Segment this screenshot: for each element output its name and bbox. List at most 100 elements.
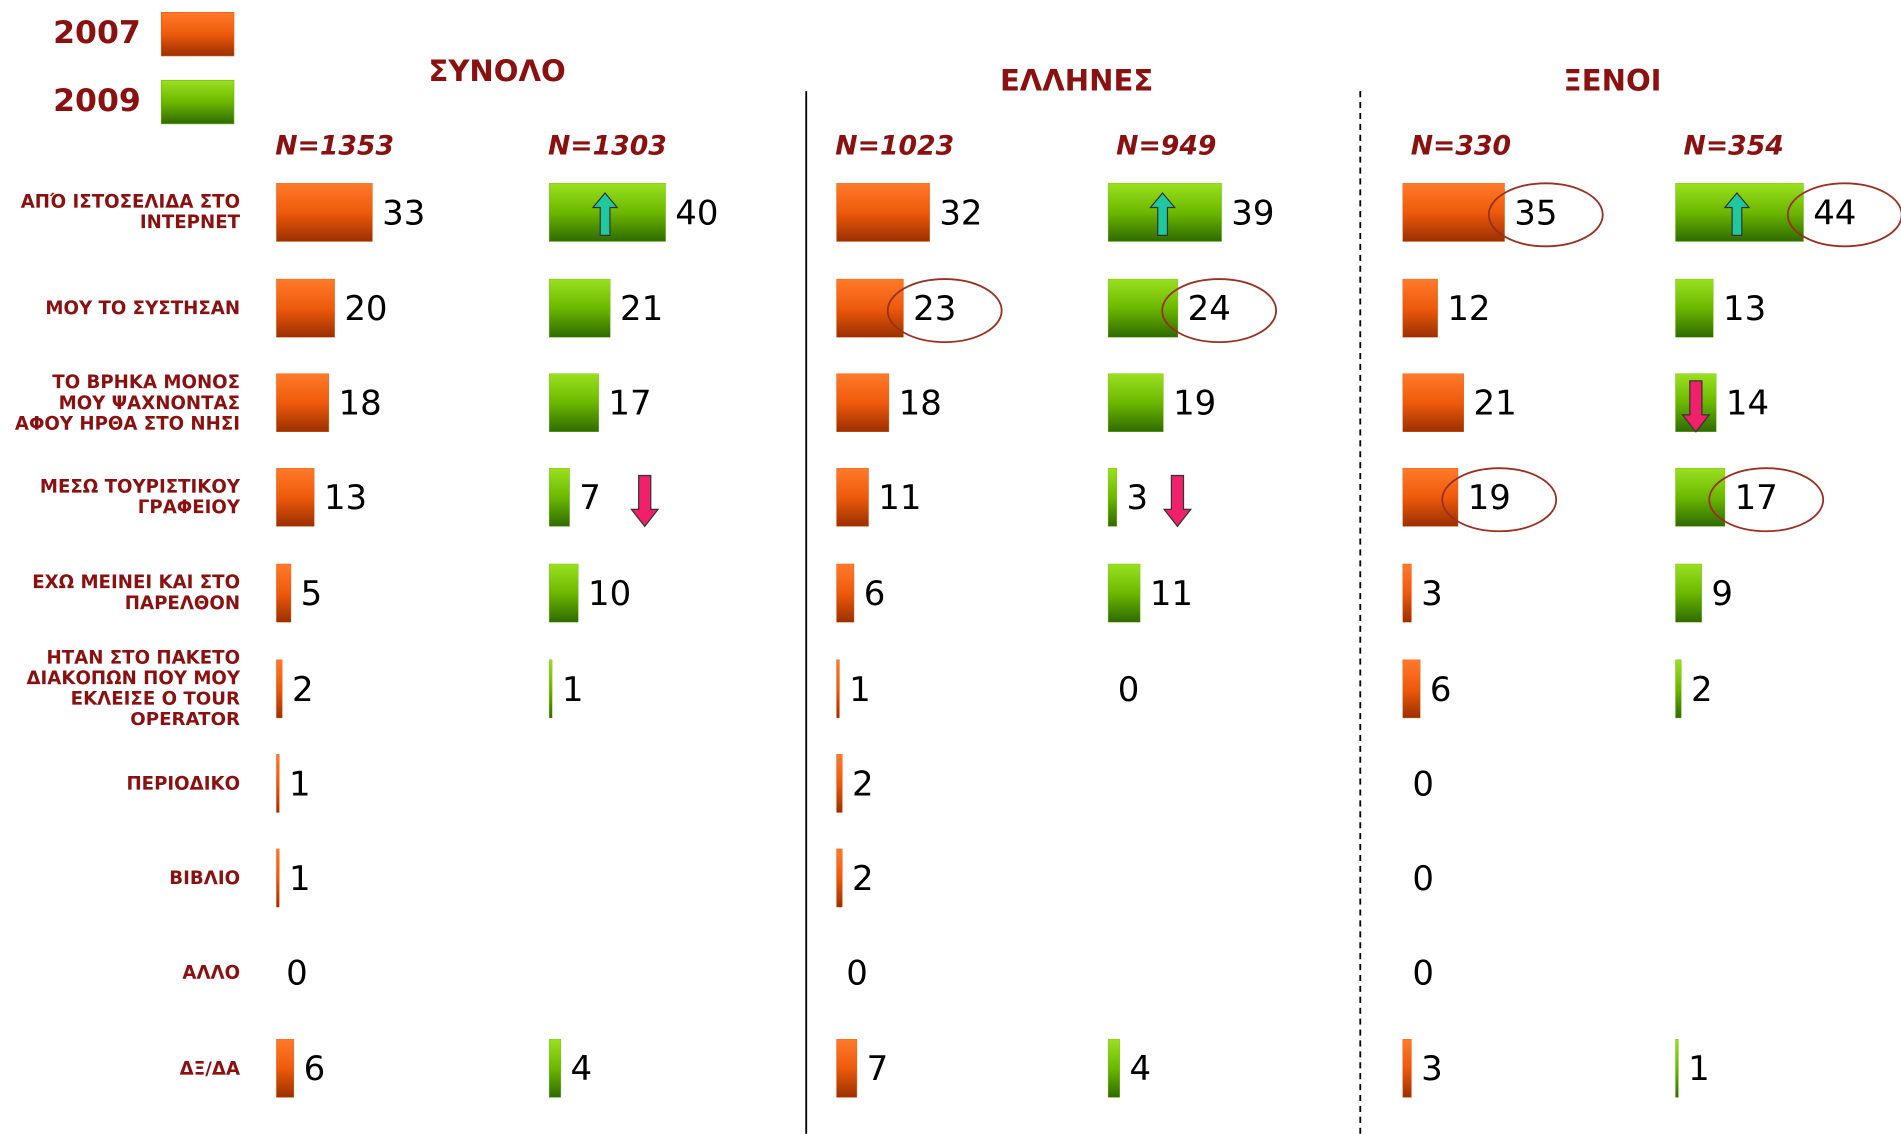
value-label: 21	[1474, 384, 1517, 424]
bar	[276, 1039, 295, 1098]
value-label: 1	[289, 859, 311, 899]
bar	[549, 468, 570, 527]
group-title: ΕΛΛΗΝΕΣ	[1000, 64, 1153, 98]
category-text: ΑΠΌ ΙΣΤΟΣΕΛΙΔΑ ΣΤΟ ΙΝΤΕΡΝΕΤ	[20, 190, 241, 233]
category-label: ΒΙΒΛΙΟ	[169, 866, 241, 889]
bar	[836, 1039, 858, 1098]
bar	[1107, 373, 1164, 433]
value-label: 17	[1735, 478, 1778, 518]
bar	[276, 468, 315, 527]
value-label: 17	[608, 384, 651, 424]
category-label: ΕΧΩ ΜΕΙΝΕΙ ΚΑΙ ΣΤΟ ΠΑΡΕΛΘΟΝ	[32, 572, 240, 613]
value-label: 0	[1412, 859, 1434, 899]
bar	[1675, 278, 1714, 338]
series-name: N=1023	[835, 130, 954, 161]
bar	[276, 278, 335, 338]
value-label: 4	[1129, 1049, 1151, 1089]
category-text: ΠΕΡΙΟΔΙΚΟ	[126, 771, 241, 794]
bar	[1107, 563, 1141, 623]
highlight-circle	[1786, 182, 1901, 248]
value-label: 11	[1150, 574, 1193, 614]
category-label: ΑΛΛΟ	[182, 962, 240, 983]
group-title: ΞΕΝΟΙ	[1563, 64, 1661, 98]
value-label: 21	[620, 289, 663, 329]
value-label: 13	[1723, 289, 1766, 329]
value-label: 20	[344, 289, 387, 329]
bar	[1107, 1039, 1120, 1098]
bar	[1402, 183, 1505, 242]
bar	[1107, 278, 1179, 338]
value-label: 6	[864, 574, 886, 614]
series-name: N=330	[1411, 130, 1511, 161]
value-label: 35	[1514, 193, 1557, 233]
value-label: 3	[1421, 574, 1443, 614]
category-label: ΑΠΌ ΙΣΤΟΣΕΛΙΔΑ ΣΤΟ ΙΝΤΕΡΝΕΤ	[20, 190, 241, 233]
value-label: 19	[1468, 478, 1511, 518]
category-label: ΜΕΣΩ ΤΟΥΡΙΣΤΙΚΟΥ ΓΡΑΦΕΙΟΥ	[40, 476, 240, 517]
value-label: 0	[1412, 764, 1434, 804]
value-label: 2	[292, 670, 314, 710]
value-label: 40	[675, 193, 718, 233]
bar	[1402, 468, 1459, 527]
value-label: 9	[1711, 574, 1733, 614]
value-label: 3	[1127, 478, 1149, 518]
bar	[1675, 468, 1726, 527]
bar	[836, 278, 904, 338]
legend-swatch	[160, 12, 235, 57]
value-label: 39	[1231, 193, 1274, 233]
category-label: ΜΟΥ ΤΟ ΣΥΣΤΗΣΑΝ	[45, 296, 241, 319]
bar	[836, 468, 869, 527]
value-label: 2	[852, 859, 874, 899]
bar	[276, 848, 280, 908]
arrow-up	[1149, 192, 1176, 237]
highlight-circle	[886, 278, 1003, 344]
bar	[1675, 563, 1702, 623]
bar	[276, 183, 373, 242]
value-label: 23	[913, 289, 956, 329]
value-label: 18	[338, 384, 381, 424]
bar	[1402, 278, 1438, 338]
value-label: 2	[852, 764, 874, 804]
category-text: ΒΙΒΛΙΟ	[169, 866, 241, 889]
value-label: 32	[939, 193, 982, 233]
bar	[1675, 1039, 1679, 1098]
arrow-down	[1162, 474, 1193, 528]
category-text: ΗΤΑΝ ΣΤΟ ΠΑΚΕΤΟ ΔΙΑΚΟΠΩΝ ΠΟΥ ΜΟΥ ΕΚΛΕΙΣΕ…	[26, 646, 241, 731]
value-label: 6	[1430, 670, 1452, 710]
bar	[836, 754, 843, 813]
value-label: 1	[1688, 1049, 1710, 1089]
bar	[836, 848, 843, 908]
value-label: 11	[878, 478, 921, 518]
series-name: N=949	[1116, 130, 1216, 161]
value-label: 24	[1188, 289, 1231, 329]
series-name: N=1303	[548, 130, 667, 161]
arrow-up	[591, 192, 619, 237]
bar	[1402, 373, 1465, 433]
category-text: ΜΟΥ ΤΟ ΣΥΣΤΗΣΑΝ	[45, 296, 241, 319]
value-label: 14	[1726, 384, 1769, 424]
value-label: 1	[849, 670, 871, 710]
bar	[549, 563, 579, 623]
value-label: 44	[1813, 193, 1856, 233]
value-label: 0	[1118, 670, 1140, 710]
category-text: ΔΞ/ΔΑ	[179, 1056, 241, 1079]
value-label: 3	[1421, 1049, 1443, 1089]
highlight-circle	[1441, 467, 1558, 533]
highlight-circle	[1161, 278, 1278, 344]
category-text: ΤΟ ΒΡΗΚΑ ΜΟΝΟΣ ΜΟΥ ΨΑΧΝΟΝΤΑΣ ΑΦΟΥ ΗΡΘΑ Σ…	[14, 370, 241, 434]
bar	[276, 563, 292, 623]
value-label: 5	[301, 574, 323, 614]
bar	[276, 659, 283, 719]
arrow-up	[1723, 192, 1751, 237]
legend-swatch	[160, 79, 235, 125]
value-label: 13	[324, 478, 367, 518]
value-label: 6	[304, 1049, 326, 1089]
value-label: 0	[846, 953, 868, 993]
value-label: 7	[579, 478, 601, 518]
bar	[549, 1039, 562, 1098]
bar	[549, 278, 611, 338]
bar	[1402, 1039, 1412, 1098]
value-label: 19	[1173, 384, 1216, 424]
category-label: ΠΕΡΙΟΔΙΚΟ	[126, 771, 241, 794]
